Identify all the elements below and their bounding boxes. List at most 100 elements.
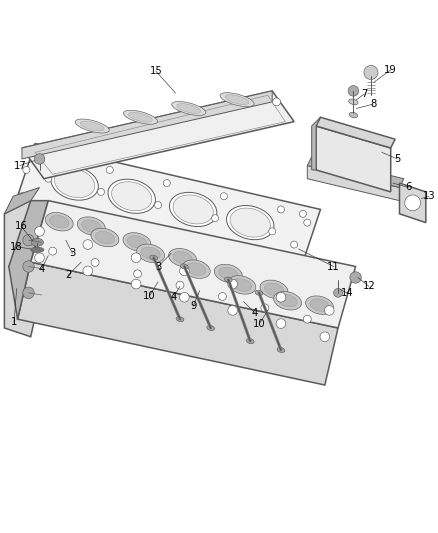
Circle shape — [276, 293, 285, 302]
Ellipse shape — [91, 228, 119, 247]
Circle shape — [131, 253, 141, 263]
Circle shape — [35, 227, 44, 236]
Text: 7: 7 — [360, 89, 367, 99]
Polygon shape — [22, 91, 272, 159]
Ellipse shape — [169, 192, 216, 227]
Ellipse shape — [75, 119, 109, 133]
Text: 4: 4 — [170, 292, 176, 302]
Ellipse shape — [225, 95, 248, 104]
Circle shape — [49, 154, 56, 160]
Text: 19: 19 — [383, 65, 396, 75]
Ellipse shape — [31, 238, 43, 246]
Text: 3: 3 — [69, 248, 75, 259]
Circle shape — [227, 279, 237, 289]
Ellipse shape — [80, 121, 104, 131]
Circle shape — [349, 272, 360, 283]
Ellipse shape — [128, 112, 152, 122]
Ellipse shape — [123, 233, 151, 251]
Circle shape — [218, 293, 226, 301]
Circle shape — [290, 241, 297, 248]
Circle shape — [163, 180, 170, 187]
Text: 10: 10 — [252, 319, 265, 329]
Circle shape — [34, 154, 45, 164]
Circle shape — [363, 66, 377, 79]
Text: 14: 14 — [340, 288, 352, 298]
Ellipse shape — [54, 168, 95, 198]
Ellipse shape — [180, 264, 188, 269]
Text: 13: 13 — [422, 191, 434, 201]
Ellipse shape — [176, 317, 184, 322]
Circle shape — [268, 228, 275, 235]
Ellipse shape — [111, 182, 152, 211]
Text: 3: 3 — [155, 262, 161, 271]
Ellipse shape — [45, 213, 73, 231]
Ellipse shape — [309, 299, 328, 311]
Text: 4: 4 — [39, 264, 45, 273]
Ellipse shape — [227, 276, 255, 294]
Circle shape — [133, 270, 141, 278]
Ellipse shape — [276, 348, 284, 352]
Ellipse shape — [173, 252, 192, 264]
Circle shape — [179, 266, 189, 276]
Text: 12: 12 — [361, 281, 374, 291]
Circle shape — [227, 305, 237, 315]
Ellipse shape — [31, 247, 44, 253]
Ellipse shape — [149, 255, 157, 260]
Polygon shape — [311, 117, 320, 170]
Ellipse shape — [51, 166, 98, 200]
Ellipse shape — [81, 220, 101, 232]
Ellipse shape — [171, 101, 205, 116]
Polygon shape — [307, 166, 399, 200]
Text: 16: 16 — [14, 221, 28, 231]
Circle shape — [211, 215, 218, 222]
Circle shape — [83, 266, 92, 276]
Circle shape — [303, 219, 310, 226]
Circle shape — [91, 259, 99, 266]
Text: 11: 11 — [326, 262, 339, 271]
Circle shape — [18, 193, 25, 200]
Ellipse shape — [219, 93, 254, 107]
Circle shape — [347, 86, 358, 96]
Text: 6: 6 — [404, 182, 410, 192]
Polygon shape — [399, 183, 425, 223]
Polygon shape — [4, 188, 39, 214]
Ellipse shape — [108, 179, 155, 213]
Circle shape — [23, 261, 34, 272]
Circle shape — [220, 193, 227, 200]
Circle shape — [179, 293, 189, 302]
Ellipse shape — [259, 280, 287, 298]
Ellipse shape — [182, 260, 210, 278]
Ellipse shape — [348, 112, 357, 118]
Ellipse shape — [277, 294, 297, 307]
Circle shape — [264, 254, 271, 261]
Circle shape — [150, 228, 157, 235]
Polygon shape — [307, 157, 403, 188]
Text: 10: 10 — [143, 292, 155, 301]
Ellipse shape — [348, 99, 357, 104]
Circle shape — [35, 253, 44, 263]
Circle shape — [324, 305, 333, 315]
Circle shape — [154, 201, 161, 208]
Ellipse shape — [224, 277, 232, 282]
Ellipse shape — [136, 244, 164, 263]
Ellipse shape — [246, 338, 254, 344]
Ellipse shape — [49, 215, 69, 228]
Ellipse shape — [206, 326, 214, 330]
Ellipse shape — [305, 296, 333, 314]
Circle shape — [23, 235, 34, 246]
Circle shape — [276, 319, 285, 328]
Polygon shape — [4, 200, 48, 337]
Text: 8: 8 — [369, 99, 375, 109]
Circle shape — [303, 315, 311, 323]
Circle shape — [260, 304, 268, 312]
Ellipse shape — [173, 195, 213, 224]
Ellipse shape — [177, 103, 200, 114]
Polygon shape — [315, 126, 390, 192]
Circle shape — [299, 211, 306, 217]
Circle shape — [45, 175, 52, 182]
Circle shape — [106, 166, 113, 173]
Text: 15: 15 — [149, 66, 162, 76]
Text: 17: 17 — [13, 160, 26, 171]
Ellipse shape — [77, 217, 105, 236]
Polygon shape — [31, 200, 355, 328]
